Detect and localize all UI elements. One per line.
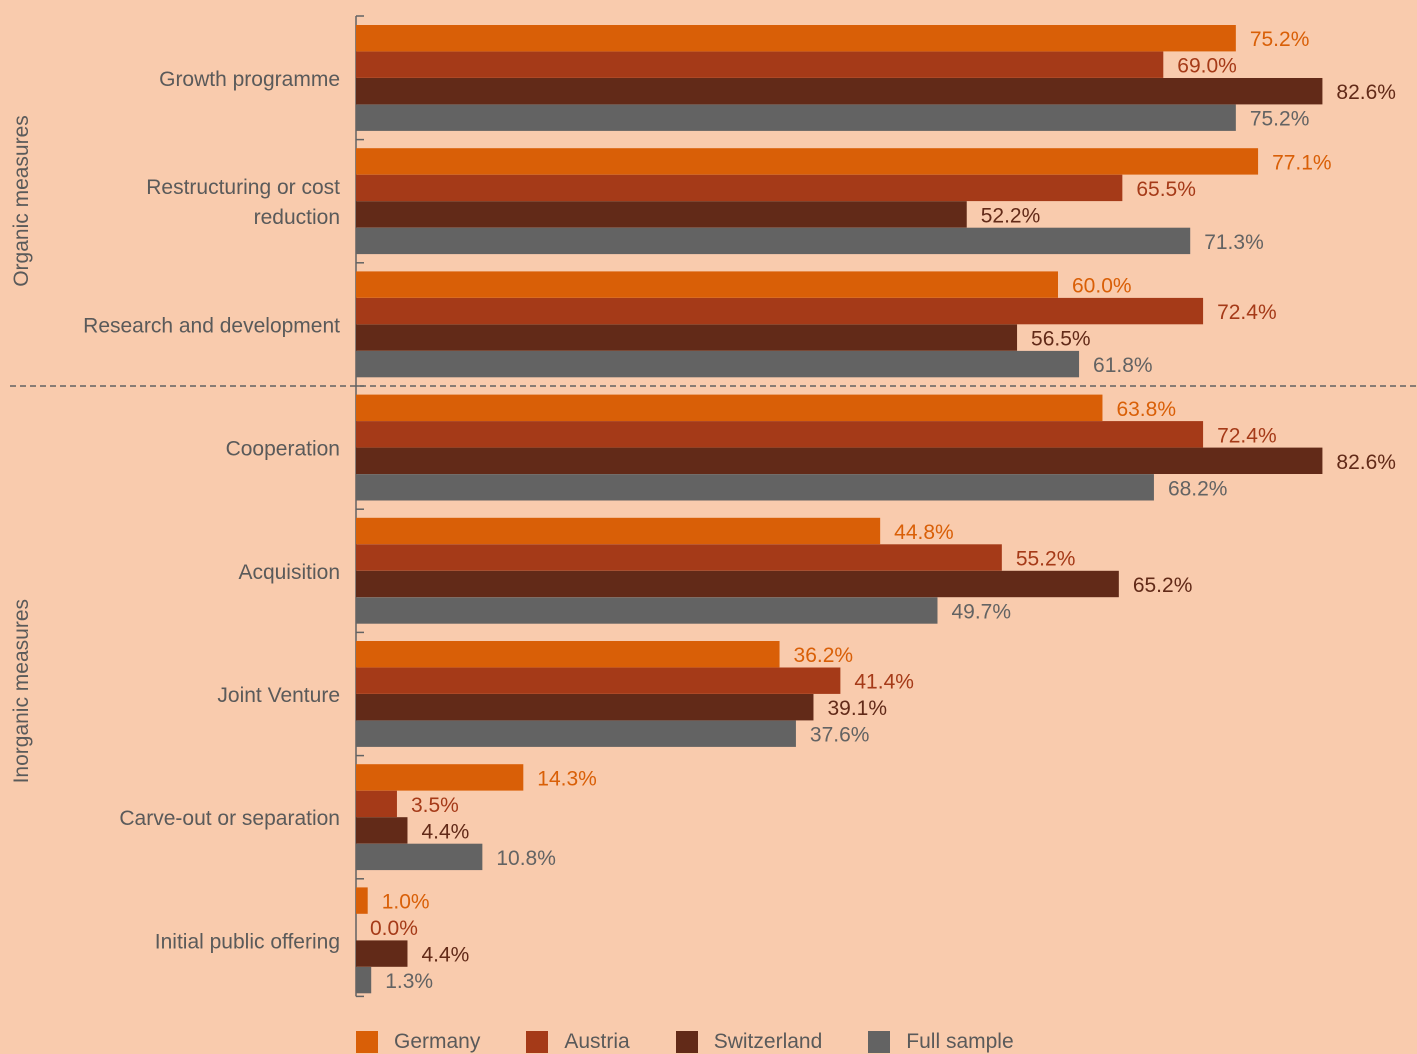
bar-value-label: 49.7% [951, 601, 1011, 624]
legend-item: Austria [526, 1030, 630, 1054]
bar [356, 517, 881, 545]
bar-value-label: 1.0% [382, 891, 430, 914]
bar-value-label: 72.4% [1217, 301, 1277, 324]
bar-value-label: 55.2% [1016, 548, 1076, 571]
legend-label: Austria [564, 1030, 630, 1053]
bar-value-label: 10.8% [496, 847, 556, 870]
bar [356, 597, 938, 624]
group-label: Organic measures [10, 115, 33, 287]
category-label: Growth programme [159, 68, 340, 91]
bar-value-label: 75.2% [1250, 108, 1310, 131]
bar [356, 720, 796, 747]
bar [356, 297, 1204, 325]
legend-label: Full sample [906, 1030, 1014, 1053]
legend-label: Germany [394, 1030, 481, 1053]
legend: Germany Austria Switzerland Full sample [356, 1030, 1060, 1054]
bar-value-label: 71.3% [1204, 231, 1264, 254]
bar [356, 271, 1058, 298]
bar [356, 51, 1164, 78]
bar-value-label: 14.3% [537, 767, 597, 790]
bar [356, 544, 1002, 571]
category-label: Research and development [83, 314, 340, 337]
bar [356, 843, 483, 871]
bar-value-label: 82.6% [1336, 451, 1396, 474]
bar [356, 570, 1119, 598]
bar-value-label: 56.5% [1031, 328, 1091, 351]
legend-item: Switzerland [675, 1030, 823, 1054]
bar [356, 227, 1191, 255]
bar [356, 324, 1018, 351]
bar [356, 817, 408, 844]
bar-value-label: 82.6% [1336, 81, 1396, 104]
legend-item: Full sample [868, 1030, 1014, 1054]
bar-value-label: 41.4% [854, 671, 914, 694]
bar-value-label: 77.1% [1272, 151, 1332, 174]
bar-value-label: 72.4% [1217, 424, 1277, 447]
category-label: Restructuring or cost [146, 176, 340, 199]
bar-value-label: 68.2% [1168, 477, 1228, 500]
category-label: Joint Venture [217, 684, 340, 707]
category-label: Acquisition [238, 561, 340, 584]
bar [356, 350, 1080, 378]
bar-value-label: 69.0% [1177, 55, 1237, 78]
bar [356, 421, 1204, 448]
bar-value-label: 65.2% [1133, 574, 1193, 597]
bar [356, 447, 1323, 474]
bar [356, 104, 1236, 131]
bar-value-label: 4.4% [421, 820, 469, 843]
bar-value-label: 3.5% [411, 794, 459, 817]
bar-value-label: 39.1% [827, 697, 887, 720]
bar-value-label: 60.0% [1072, 275, 1132, 298]
bar-value-label: 0.0% [370, 917, 418, 940]
bar-value-label: 44.8% [894, 521, 954, 544]
bar [356, 940, 408, 967]
bar [356, 78, 1323, 105]
bar [356, 148, 1259, 175]
bar-value-label: 61.8% [1093, 354, 1153, 377]
bar [356, 474, 1154, 501]
bar [356, 887, 368, 914]
bar-value-label: 4.4% [421, 944, 469, 967]
bar [356, 694, 814, 721]
bar [356, 25, 1236, 52]
bar [356, 667, 841, 694]
bar [356, 641, 780, 668]
category-label: Cooperation [226, 438, 340, 461]
legend-swatch [868, 1031, 891, 1053]
bar-value-label: 75.2% [1250, 28, 1310, 51]
legend-item: Germany [356, 1030, 480, 1054]
category-label: Initial public offering [155, 930, 340, 953]
bar-value-label: 63.8% [1116, 398, 1176, 421]
bar [356, 174, 1123, 202]
legend-swatch [526, 1031, 549, 1053]
bar-value-label: 1.3% [385, 970, 433, 993]
bar-value-label: 52.2% [981, 204, 1041, 227]
bar [356, 764, 524, 791]
category-label: reduction [254, 206, 340, 229]
group-label: Inorganic measures [10, 599, 33, 783]
bar-value-label: 37.6% [810, 724, 870, 747]
bar-value-label: 65.5% [1136, 178, 1196, 201]
bar [356, 394, 1103, 421]
bar [356, 790, 397, 818]
legend-swatch [675, 1031, 698, 1053]
bar [356, 966, 372, 994]
bar [356, 201, 967, 228]
legend-label: Switzerland [713, 1030, 823, 1053]
category-label: Carve-out or separation [119, 807, 340, 830]
bar-value-label: 36.2% [794, 644, 854, 667]
legend-swatch [356, 1031, 378, 1053]
